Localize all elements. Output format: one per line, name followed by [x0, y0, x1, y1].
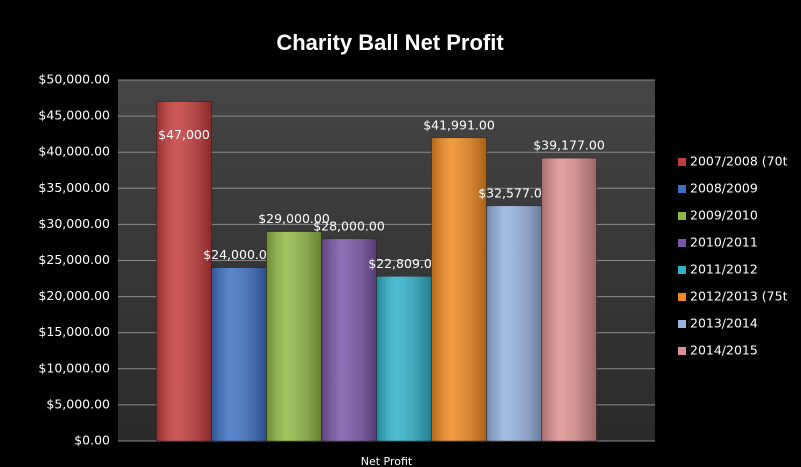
y-tick-label: $50,000.00 — [38, 72, 110, 87]
data-label: $39,177.00 — [533, 138, 605, 153]
bar-shade — [266, 231, 322, 441]
x-tick-label: Net Profit — [361, 455, 413, 467]
bar-shade — [541, 158, 597, 441]
legend-swatch — [678, 185, 686, 193]
legend-swatch — [678, 293, 686, 301]
legend-label: 2012/2013 (75t — [690, 289, 788, 304]
data-label: $29,000.00 — [258, 211, 330, 226]
bar-shade — [211, 267, 267, 441]
bar-shade — [376, 276, 432, 441]
bar-shade — [156, 101, 212, 441]
y-tick-label: $30,000.00 — [38, 216, 110, 231]
y-tick-label: $45,000.00 — [38, 108, 110, 123]
y-tick-label: $20,000.00 — [38, 288, 110, 303]
bar-shade — [321, 238, 377, 441]
data-label: $22,809.00 — [368, 256, 440, 271]
legend-swatch — [678, 347, 686, 355]
legend-swatch — [678, 239, 686, 247]
legend-label: 2008/2009 — [690, 181, 758, 196]
y-tick-label: $40,000.00 — [38, 144, 110, 159]
legend-label: 2007/2008 (70t — [690, 154, 788, 169]
data-label: $47,000 — [158, 127, 210, 142]
y-tick-label: $0.00 — [74, 433, 110, 448]
legend-swatch — [678, 320, 686, 328]
y-tick-label: $5,000.00 — [46, 396, 110, 411]
y-tick-label: $35,000.00 — [38, 180, 110, 195]
legend-label: 2010/2011 — [690, 235, 758, 250]
legend-swatch — [678, 158, 686, 166]
y-tick-label: $25,000.00 — [38, 252, 110, 267]
legend-swatch — [678, 212, 686, 220]
legend-label: 2011/2012 — [690, 262, 758, 277]
y-tick-label: $15,000.00 — [38, 324, 110, 339]
legend-label: 2009/2010 — [690, 208, 758, 223]
legend-swatch — [678, 266, 686, 274]
data-label: $24,000.00 — [203, 247, 275, 262]
chart-title: Charity Ball Net Profit — [276, 30, 504, 55]
legend-label: 2013/2014 — [690, 316, 758, 331]
data-label: $41,991.00 — [423, 117, 495, 132]
data-label: $28,000.00 — [313, 218, 385, 233]
bar-shade — [431, 137, 487, 441]
data-label: $32,577.00 — [478, 185, 550, 200]
legend-label: 2014/2015 — [690, 343, 758, 358]
bar-shade — [486, 205, 542, 441]
y-tick-label: $10,000.00 — [38, 360, 110, 375]
